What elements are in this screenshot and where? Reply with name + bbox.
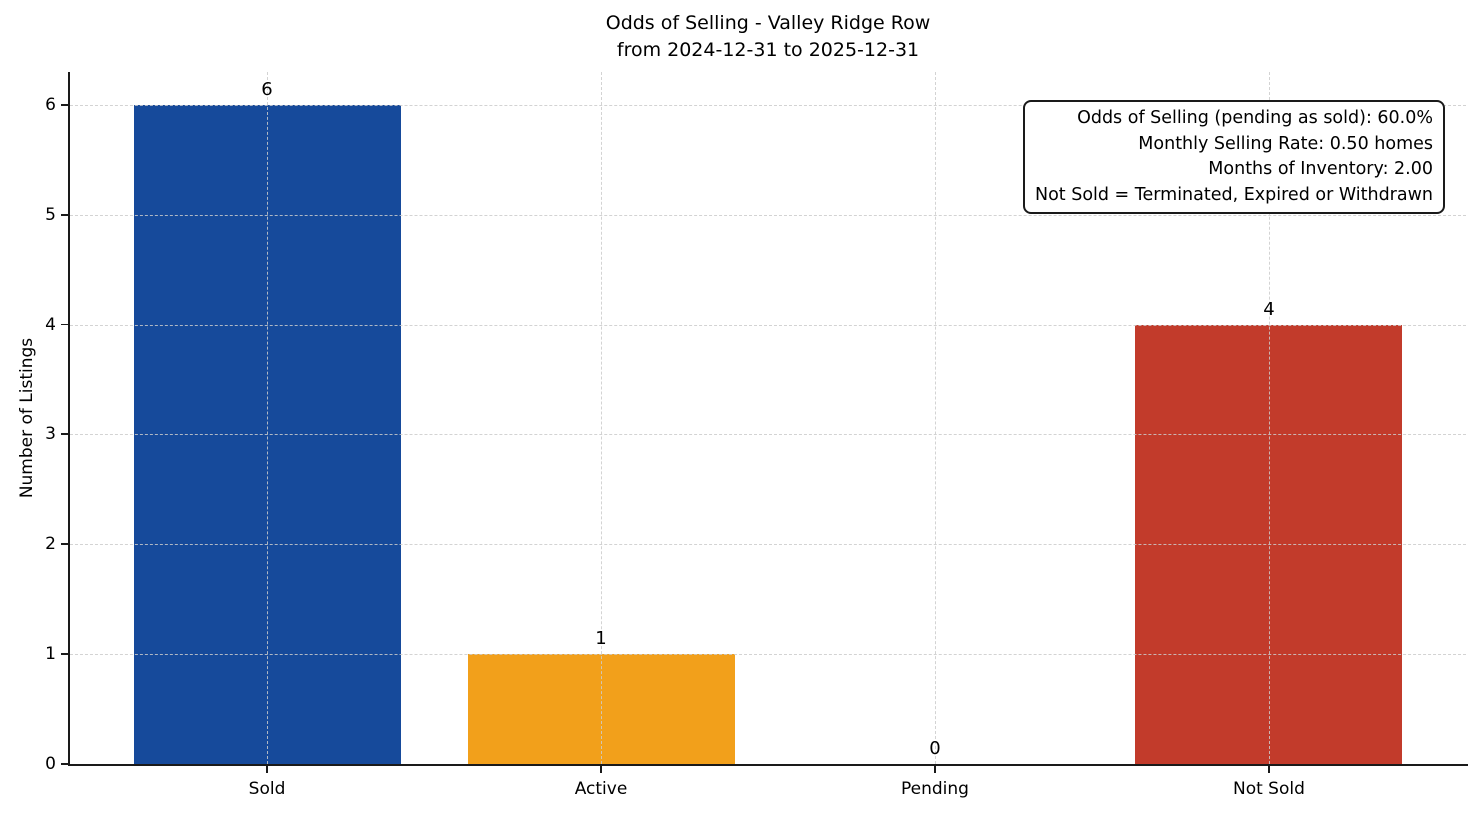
y-tick bbox=[61, 323, 68, 326]
y-tick-label: 1 bbox=[45, 644, 56, 665]
bar-value-label: 0 bbox=[929, 738, 941, 759]
x-tick bbox=[266, 766, 268, 773]
chart-title-line2: from 2024-12-31 to 2025-12-31 bbox=[616, 39, 920, 61]
bar-value-label: 4 bbox=[1263, 298, 1275, 320]
y-tick bbox=[61, 653, 68, 655]
x-tick-label: Pending bbox=[901, 779, 969, 799]
y-axis-spine bbox=[68, 72, 70, 766]
v-gridline bbox=[267, 72, 269, 764]
h-gridline bbox=[70, 104, 1466, 106]
bar-value-label: 6 bbox=[261, 78, 273, 100]
v-gridline bbox=[1268, 72, 1270, 764]
bar-value-label: 1 bbox=[595, 628, 607, 650]
h-gridline bbox=[70, 434, 1466, 436]
v-gridline bbox=[934, 72, 936, 764]
x-tick-label: Not Sold bbox=[1233, 779, 1305, 799]
annotation-box: Odds of Selling (pending as sold): 60.0%… bbox=[1022, 100, 1445, 214]
x-axis-spine bbox=[68, 764, 1468, 766]
annotation-line-odds: Odds of Selling (pending as sold): 60.0% bbox=[1077, 108, 1433, 128]
y-tick-label: 2 bbox=[45, 534, 56, 555]
y-tick bbox=[61, 763, 68, 765]
v-gridline bbox=[601, 72, 602, 764]
x-tick bbox=[600, 766, 602, 773]
x-tick-label: Sold bbox=[248, 779, 286, 799]
x-tick bbox=[933, 766, 936, 773]
y-tick-label: 4 bbox=[45, 314, 56, 335]
y-tick-label: 0 bbox=[45, 754, 56, 774]
y-tick-label: 3 bbox=[45, 424, 56, 445]
y-tick bbox=[61, 433, 68, 436]
h-gridline bbox=[70, 324, 1466, 326]
y-tick-label: 6 bbox=[45, 94, 56, 115]
y-tick bbox=[61, 213, 68, 216]
plot-area: 0 1 2 3 4 5 6 6 Sold 1 Active 0 Pending 4 Not Sold bbox=[45, 72, 1468, 799]
y-tick bbox=[61, 543, 68, 546]
y-axis-label: Number of Listings bbox=[17, 337, 37, 499]
chart-title-line1: Odds of Selling - Valley Ridge Row bbox=[605, 12, 931, 34]
h-gridline bbox=[70, 654, 1466, 656]
x-tick-label: Active bbox=[574, 779, 628, 799]
annotation-line-rate: Monthly Selling Rate: 0.50 homes bbox=[1138, 133, 1433, 154]
annotation-line-notsold: Not Sold = Terminated, Expired or Withdr… bbox=[1034, 184, 1433, 205]
chart-title: Odds of Selling - Valley Ridge Row from … bbox=[70, 10, 1466, 64]
x-tick bbox=[1267, 766, 1270, 773]
y-tick-label: 5 bbox=[45, 204, 56, 225]
annotation-line-inventory: Months of Inventory: 2.00 bbox=[1208, 159, 1433, 179]
h-gridline bbox=[70, 214, 1466, 216]
y-tick bbox=[61, 103, 68, 106]
h-gridline bbox=[70, 544, 1466, 546]
